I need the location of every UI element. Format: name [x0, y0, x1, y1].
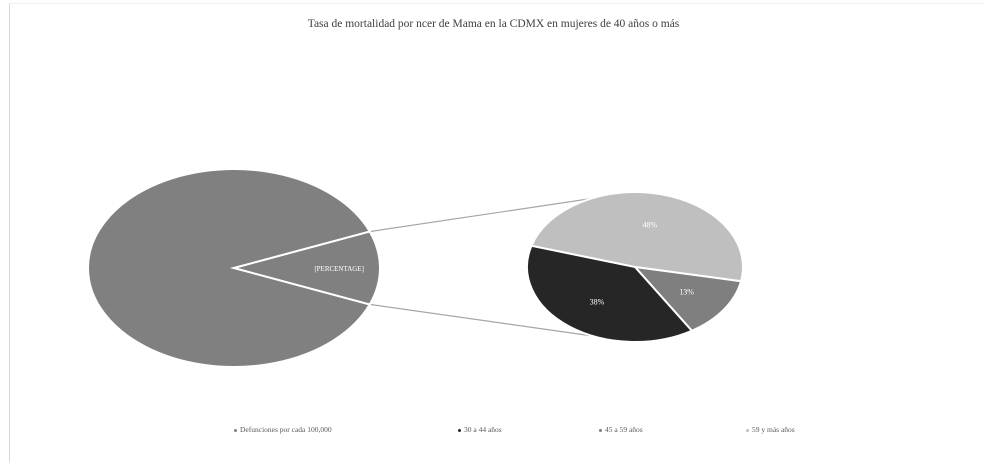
- legend-swatch: [458, 428, 461, 432]
- chart-legend: Defunciones por cada 100,000 30 a 44 año…: [0, 425, 987, 441]
- legend-label: 45 a 59 años: [605, 425, 643, 434]
- legend-label: 30 a 44 años: [464, 425, 502, 434]
- legend-item-30-44: 30 a 44 años: [458, 425, 502, 434]
- legend-swatch: [746, 428, 749, 432]
- main-pie: [PERCENTAGE]: [87, 168, 381, 368]
- pie-slice-45-59: [632, 265, 743, 332]
- legend-label: 59 y más años: [752, 425, 795, 434]
- pie-slice-30-44: [526, 244, 694, 343]
- pie-slice-label: 13%: [679, 288, 694, 297]
- legend-label: Defunciones por cada 100,000: [240, 425, 332, 434]
- legend-swatch: [599, 428, 602, 432]
- pie-slice-label: [PERCENTAGE]: [314, 265, 364, 273]
- pie-slice-label: 38%: [590, 298, 605, 307]
- pie-slice-defunciones: [87, 168, 372, 368]
- pie-slice-expanded: [230, 230, 381, 306]
- legend-swatch: [234, 428, 237, 432]
- legend-item-45-59: 45 a 59 años: [599, 425, 643, 434]
- legend-item-defunciones: Defunciones por cada 100,000: [234, 425, 332, 434]
- pie-slice-label: 48%: [642, 221, 657, 230]
- legend-item-59-mas: 59 y más años: [746, 425, 795, 434]
- chart-title: Tasa de mortalidad por ncer de Mama en l…: [307, 18, 680, 30]
- pie-slice-59-mas: [530, 191, 744, 283]
- secondary-pie: 48% 13% 38%: [526, 191, 744, 343]
- chart-frame: [9, 3, 984, 462]
